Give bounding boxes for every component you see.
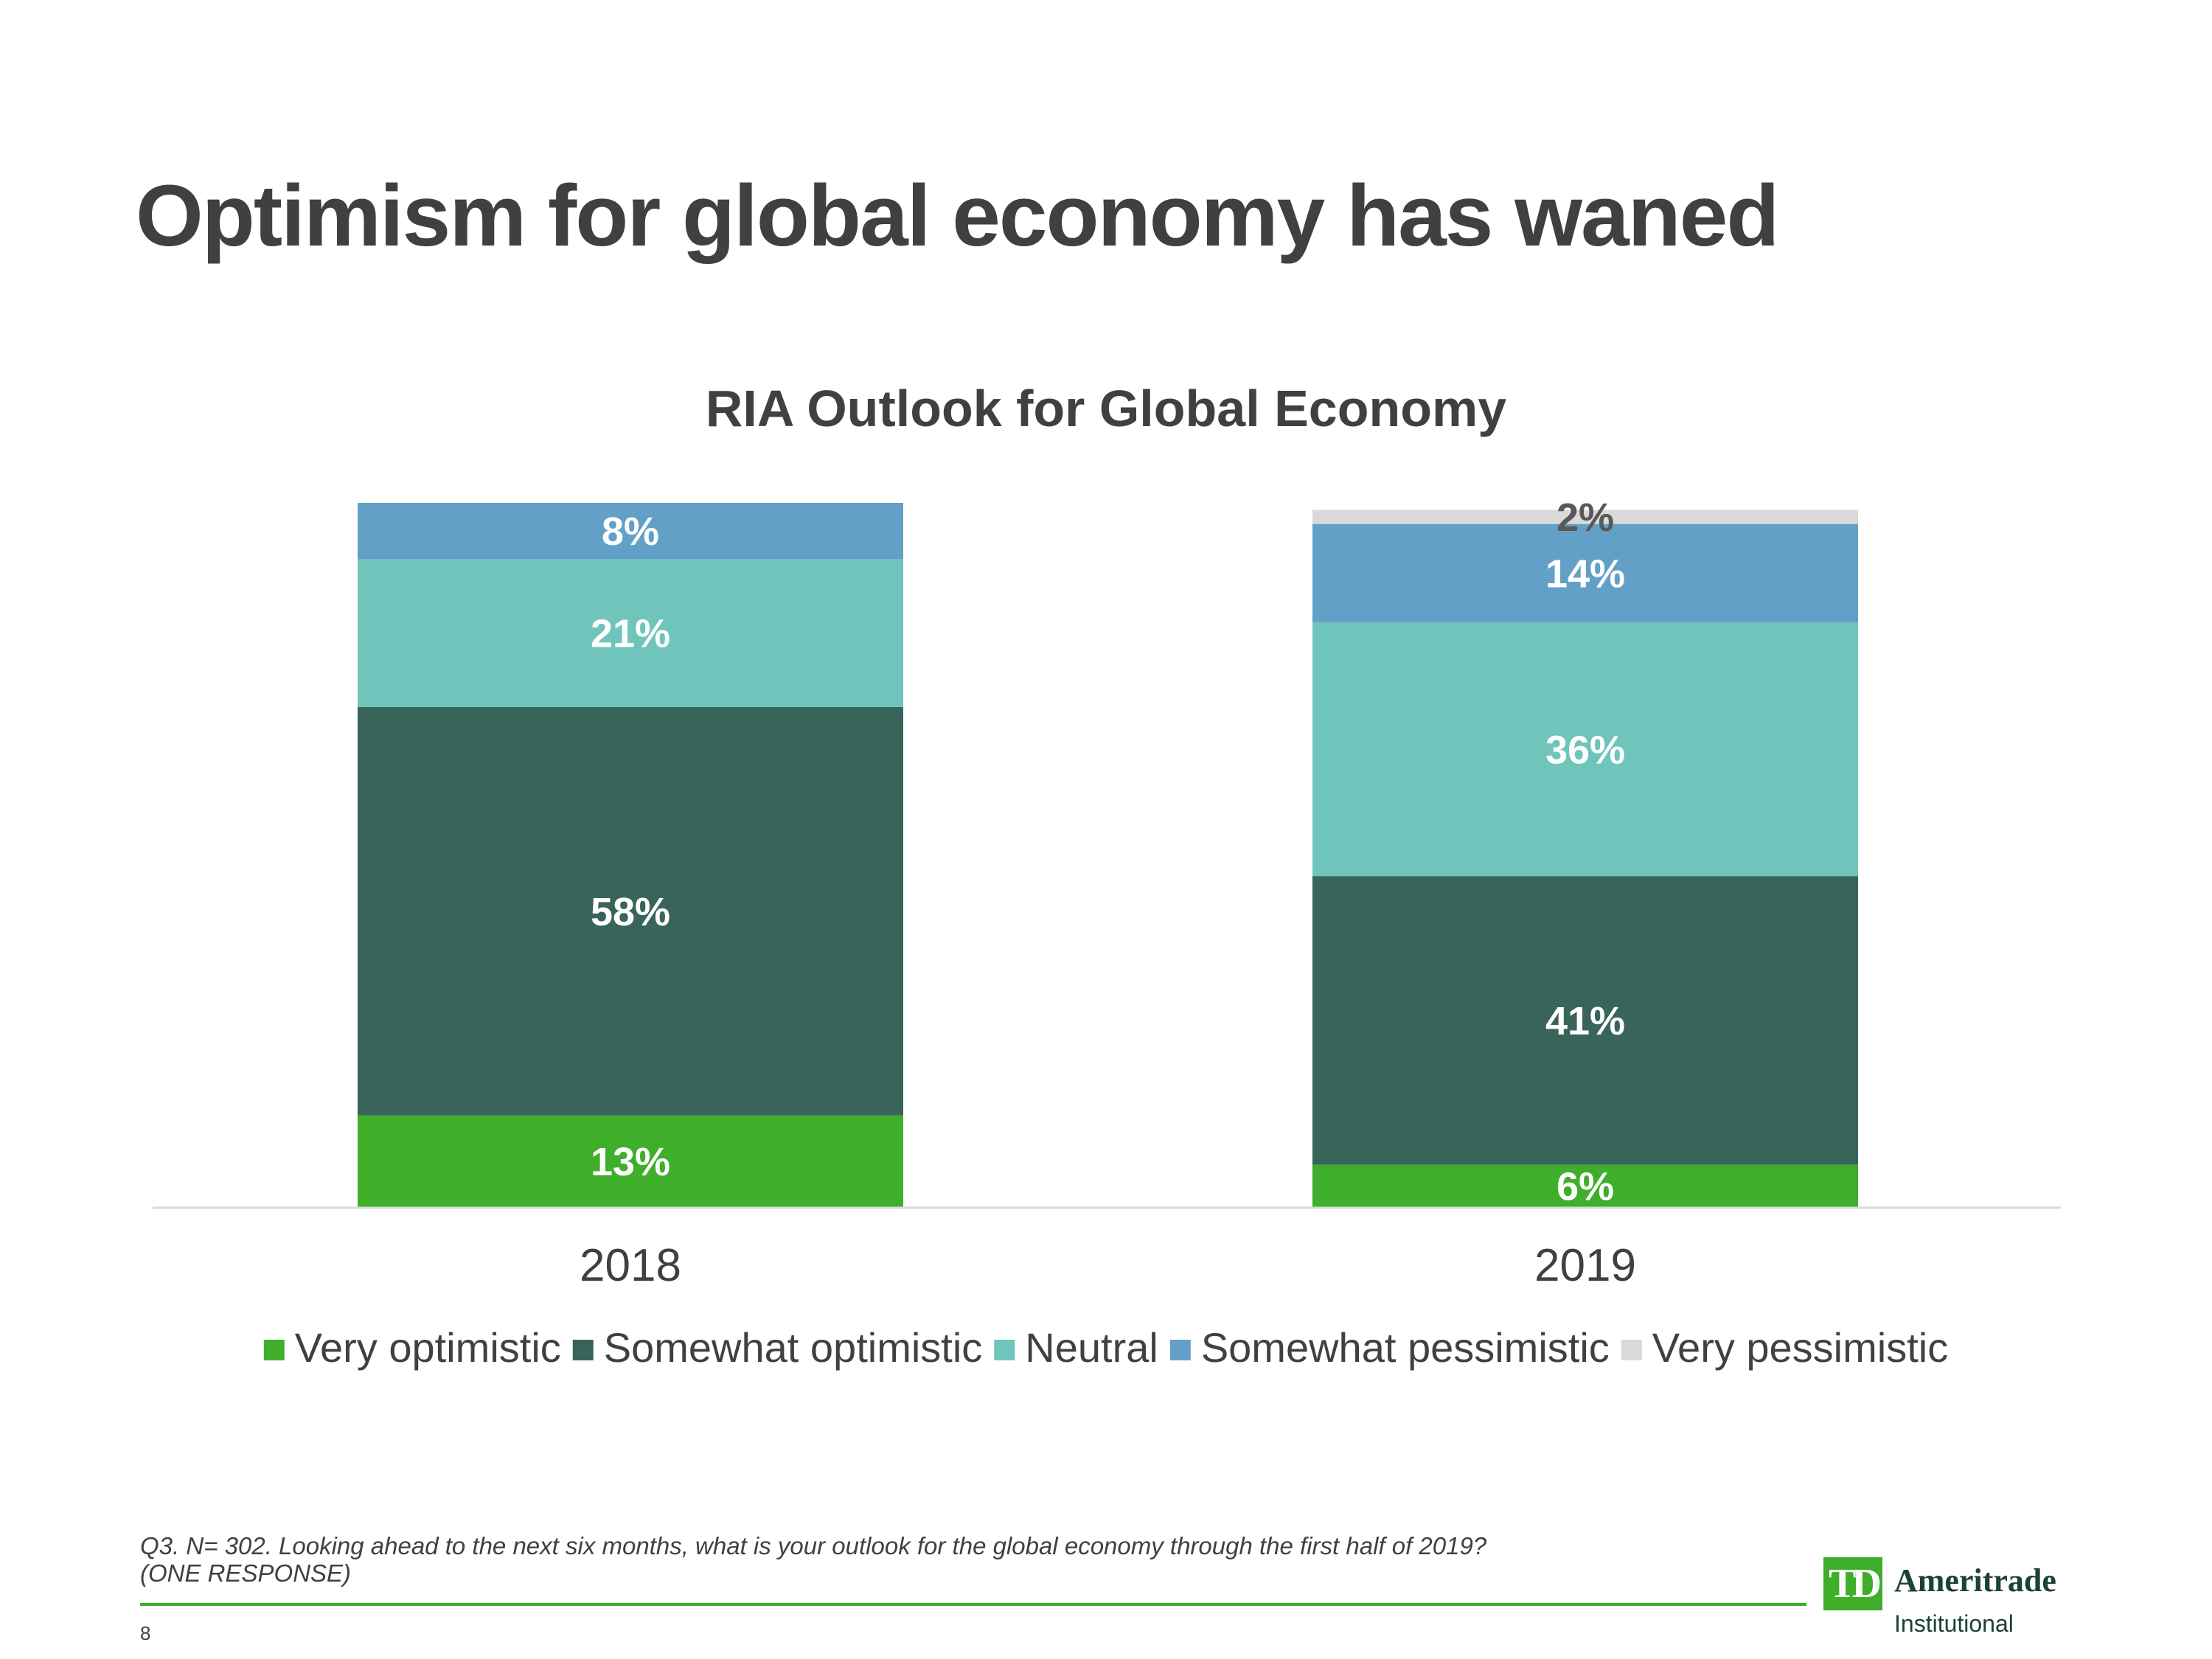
data-label-2018-neutral: 21% (591, 612, 670, 656)
stacked-bar-chart: RIA Outlook for Global Economy 13% 58% 21%… (153, 380, 2061, 1371)
legend-label-somewhat-pessimistic: Somewhat pessimistic (1201, 1324, 1610, 1371)
bar-segment-2019-somewhat-optimistic (1312, 876, 1858, 1165)
bar-segment-2019-somewhat-pessimistic (1312, 524, 1858, 623)
bar-segment-2019-very-optimistic (1312, 1164, 1858, 1207)
legend-swatch-somewhat-pessimistic (1169, 1340, 1191, 1360)
data-label-2018-somewhat-pessimistic: 8% (602, 509, 659, 554)
legend-swatch-somewhat-optimistic (572, 1340, 594, 1360)
bar-segment-2018-somewhat-optimistic (358, 706, 903, 1116)
legend-label-somewhat-optimistic: Somewhat optimistic (604, 1324, 983, 1371)
legend-label-neutral: Neutral (1025, 1324, 1158, 1371)
td-logo-mark: TD (1823, 1557, 1882, 1610)
bar-segment-2018-somewhat-pessimistic (358, 503, 903, 560)
bar-segment-2018-very-optimistic (358, 1115, 903, 1207)
bar-segment-2019-very-pessimistic (1312, 509, 1858, 524)
slide-title: Optimism for global economy has waned (136, 167, 1779, 265)
footer-divider (140, 1603, 1806, 1606)
data-label-2018-somewhat-optimistic: 58% (591, 890, 670, 934)
legend-swatch-very-pessimistic (1621, 1340, 1642, 1360)
data-label-2019-very-pessimistic: 2% (1557, 495, 1614, 540)
logo-brand-name: Ameritrade (1894, 1562, 2056, 1599)
chart-title: RIA Outlook for Global Economy (706, 380, 1506, 437)
page-number: 8 (140, 1622, 151, 1644)
data-label-2019-neutral: 36% (1545, 728, 1625, 772)
x-tick-label-2019: 2019 (1534, 1240, 1636, 1291)
bar-segment-2018-neutral (358, 559, 903, 707)
x-tick-label-2018: 2018 (580, 1240, 681, 1291)
legend-label-very-pessimistic: Very pessimistic (1652, 1324, 1948, 1371)
data-label-2019-somewhat-optimistic: 41% (1545, 999, 1625, 1043)
td-ameritrade-logo: TD Ameritrade Institutional (1823, 1557, 2096, 1638)
data-label-2018-very-optimistic: 13% (591, 1140, 670, 1184)
data-label-2019-somewhat-pessimistic: 14% (1545, 552, 1625, 597)
survey-footnote: Q3. N= 302. Looking ahead to the next si… (140, 1532, 1487, 1587)
legend-swatch-very-optimistic (263, 1340, 285, 1360)
legend-label-very-optimistic: Very optimistic (295, 1324, 561, 1371)
bar-segment-2019-neutral (1312, 622, 1858, 877)
logo-brand-subtitle: Institutional (1894, 1610, 2014, 1637)
data-label-2019-very-optimistic: 6% (1557, 1164, 1614, 1208)
legend-swatch-neutral (994, 1340, 1015, 1360)
